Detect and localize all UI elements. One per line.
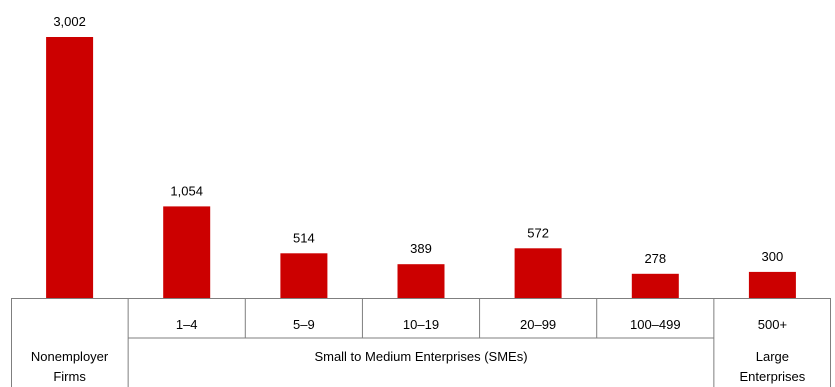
- bar-value-label: 300: [762, 249, 784, 264]
- category-tick-label: 500+: [758, 317, 787, 332]
- category-tick-label: 5–9: [293, 317, 315, 332]
- category-tick-label: 20–99: [520, 317, 556, 332]
- category-tick-label: 100–499: [630, 317, 681, 332]
- bar: [514, 248, 562, 298]
- category-tick-label: 10–19: [403, 317, 439, 332]
- bar: [631, 273, 679, 298]
- bar: [397, 264, 445, 298]
- bar: [163, 206, 211, 298]
- bar-value-label: 389: [410, 241, 432, 256]
- group-label: Firms: [53, 369, 86, 384]
- bar-value-label: 3,002: [53, 14, 86, 29]
- bar-value-label: 278: [644, 251, 666, 266]
- category-tick-label: 1–4: [176, 317, 198, 332]
- group-label: Large: [756, 349, 789, 364]
- bar-value-label: 514: [293, 230, 315, 245]
- bar-value-label: 1,054: [170, 183, 203, 198]
- bar-value-label: 572: [527, 225, 549, 240]
- group-label: Enterprises: [740, 369, 806, 384]
- bar: [748, 271, 796, 298]
- bar: [280, 253, 328, 298]
- bar: [46, 37, 94, 298]
- group-label: Nonemployer: [31, 349, 109, 364]
- group-label: Small to Medium Enterprises (SMEs): [314, 349, 527, 364]
- bars-layer: [46, 37, 796, 298]
- value-labels-layer: 3,002 1,054 514 389 572 278 300: [53, 14, 783, 266]
- category-table: 1–4 5–9 10–19 20–99 100–499 500+ Nonemployer Fi…: [11, 298, 831, 387]
